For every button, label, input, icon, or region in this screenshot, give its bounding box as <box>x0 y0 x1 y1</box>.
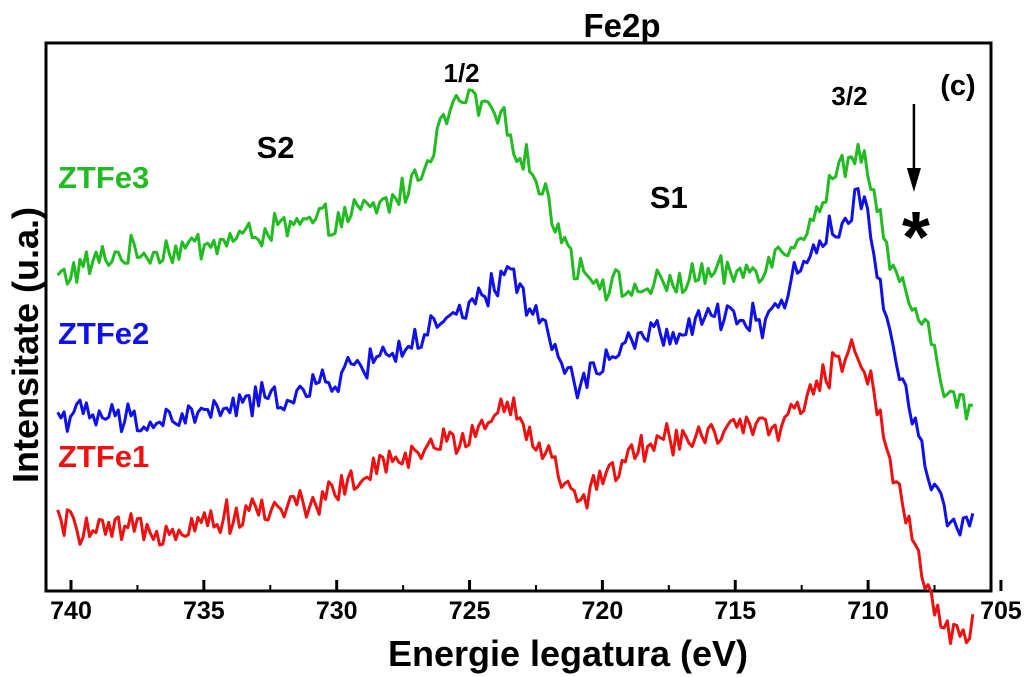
x-tick-label: 710 <box>847 597 889 625</box>
annotations: 1/2 3/2 S2 S1 * <box>257 58 930 278</box>
x-axis-ticks: 740 735 730 725 720 715 710 705 <box>50 580 1022 625</box>
x-tick-label: 705 <box>980 597 1022 625</box>
annotation-2: 3/2 <box>831 81 867 111</box>
series-line-ztfe2 <box>56 187 975 537</box>
annotation-1: 1/2 <box>444 58 480 88</box>
series-label-ztfe3: ZTFe3 <box>58 160 149 195</box>
series-line-ztfe3 <box>56 88 974 421</box>
x-tick-label: 740 <box>50 597 92 625</box>
annotation-3: S2 <box>257 130 295 165</box>
annotation-4: S1 <box>650 180 688 215</box>
y-axis-label: Intensitate (u.a.) <box>5 207 46 483</box>
x-tick-label: 725 <box>449 597 491 625</box>
x-tick-label: 720 <box>582 597 624 625</box>
annotation-arrow-head <box>906 168 921 192</box>
panel-label: (c) <box>940 70 975 102</box>
series-layer <box>56 88 975 645</box>
chart-title: Fe2p <box>583 7 660 44</box>
x-tick-label: 735 <box>183 597 225 625</box>
series-label-ztfe2: ZTFe2 <box>58 316 149 351</box>
x-tick-label: 715 <box>714 597 756 625</box>
series-labels: ZTFe3 ZTFe2 ZTFe1 <box>58 160 149 474</box>
plot-frame <box>44 41 993 593</box>
annotation-5: * <box>902 198 930 278</box>
x-axis-label: Energie legatura (eV) <box>388 633 748 674</box>
series-label-ztfe1: ZTFe1 <box>58 439 149 474</box>
series-line-ztfe1 <box>56 338 975 645</box>
x-tick-label: 730 <box>316 597 358 625</box>
